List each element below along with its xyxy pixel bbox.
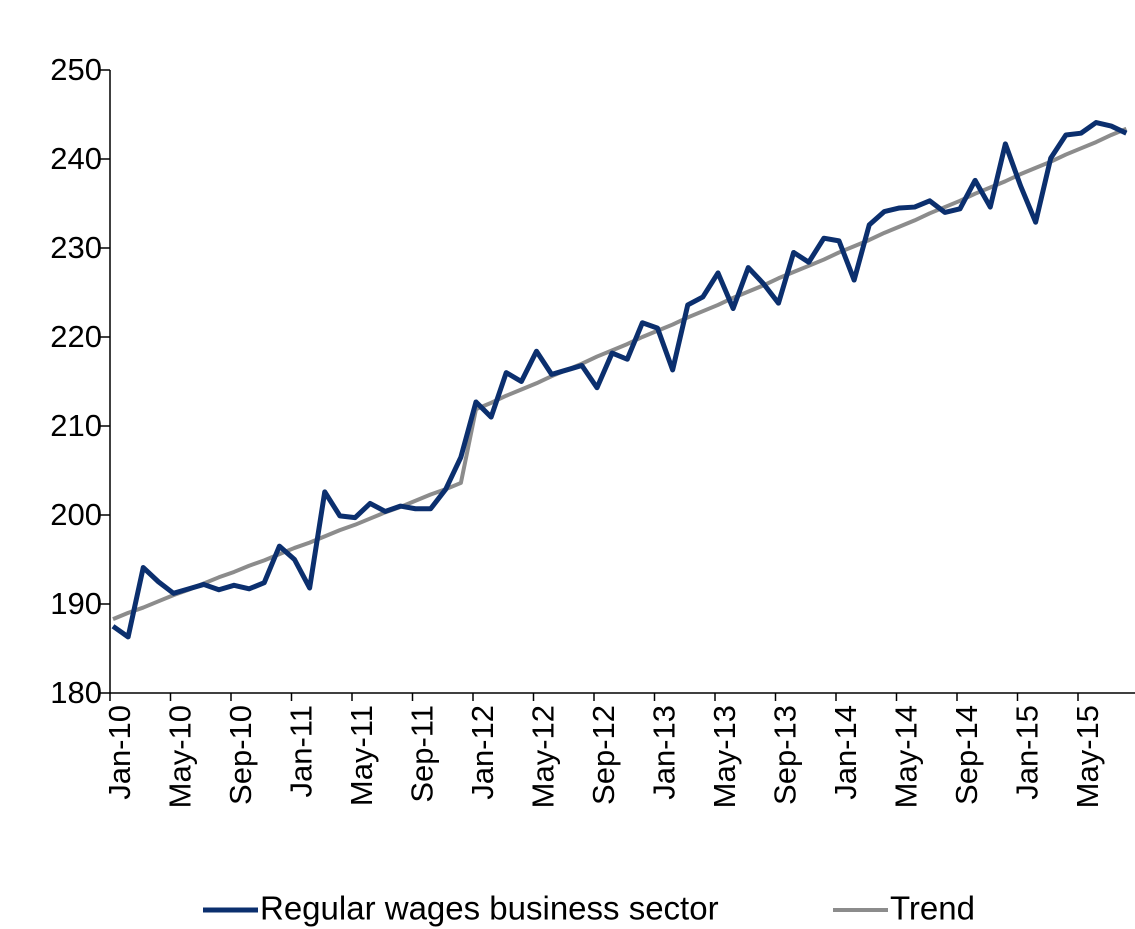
x-tick-label: Jan-11 [284,705,319,798]
x-tick-label: May-11 [344,705,379,806]
x-tick-label: May-15 [1070,705,1105,808]
series-line [111,120,1128,640]
y-tick-label: 180 [50,675,102,710]
legend-label: Trend [890,890,975,927]
x-tick-label: Jan-13 [647,705,682,800]
x-tick-label: Sep-10 [223,705,258,805]
x-tick-label: Sep-12 [586,705,621,805]
x-tick-label: Jan-10 [102,705,137,800]
x-tick-label: May-14 [889,705,924,808]
y-tick-label: 190 [50,586,102,621]
x-tick-label: May-13 [707,705,742,808]
y-tick-label: 200 [50,497,102,532]
y-tick-label: 210 [50,408,102,443]
series-line [112,126,1128,621]
y-tick-label: 250 [50,52,102,87]
legend-label: Regular wages business sector [260,890,719,927]
x-tick-label: Jan-15 [1010,705,1045,800]
x-tick-label: Jan-12 [465,705,500,800]
x-tick-label: Sep-14 [949,705,984,805]
x-tick-label: Jan-14 [828,705,863,800]
x-tick-label: May-12 [526,705,561,808]
y-tick-label: 230 [50,230,102,265]
y-tick-label: 240 [50,141,102,176]
x-tick-label: Sep-11 [405,705,440,803]
x-tick-label: Sep-13 [768,705,803,805]
x-tick-label: May-10 [163,705,198,808]
y-tick-label: 220 [50,319,102,354]
